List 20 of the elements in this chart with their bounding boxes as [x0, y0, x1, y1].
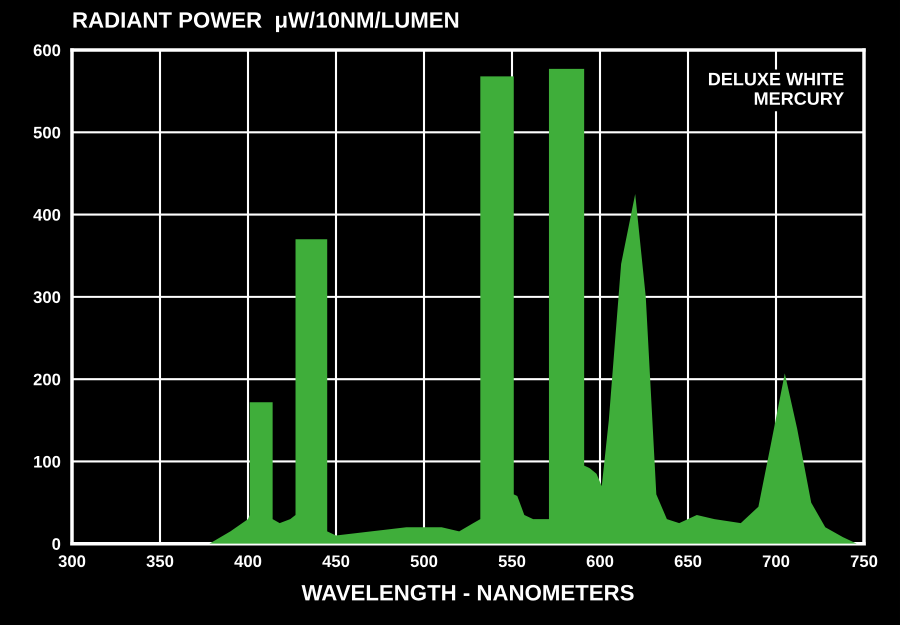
- x-tick-label: 350: [146, 555, 174, 568]
- x-tick-label: 450: [322, 555, 350, 568]
- y-tick-label: 200: [34, 374, 60, 386]
- x-tick-label: 300: [58, 555, 86, 568]
- annotation: DELUXE WHITE MERCURY: [708, 72, 844, 105]
- x-tick-label: 600: [586, 555, 614, 568]
- x-tick-label: 750: [850, 555, 878, 568]
- x-axis-title: WAVELENGTH - NANOMETERS: [302, 584, 634, 601]
- x-tick-label: 500: [410, 555, 438, 568]
- y-tick-label: 500: [34, 126, 60, 138]
- y-tick-label: 400: [33, 208, 60, 221]
- y-tick-label: 600: [34, 44, 60, 56]
- y-tick-label: 300: [33, 291, 60, 304]
- x-tick-label: 650: [674, 555, 702, 568]
- chart-title: RADIANT POWER μW/10NM/LUMEN: [73, 12, 458, 32]
- x-tick-label: 700: [762, 555, 790, 568]
- x-tick-label: 550: [498, 555, 526, 568]
- y-tick-label: 0: [52, 538, 60, 550]
- y-tick-label: 100: [34, 456, 60, 468]
- x-tick-label: 400: [234, 555, 262, 568]
